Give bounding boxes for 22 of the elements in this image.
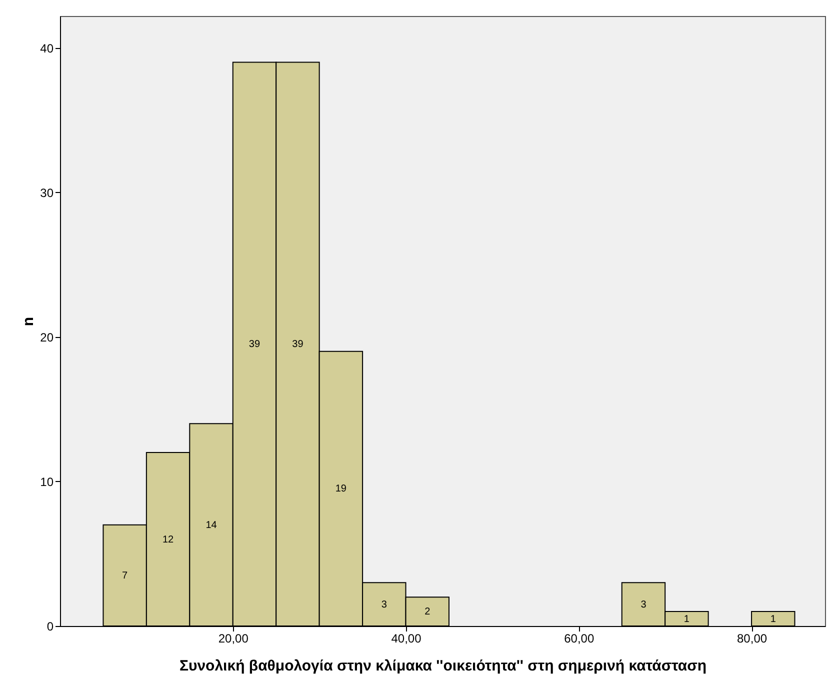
data-label: 3 xyxy=(640,599,647,610)
y-tick-label: 10 xyxy=(40,474,54,489)
data-label: 39 xyxy=(248,339,260,350)
y-tick-label: 40 xyxy=(40,41,54,56)
x-tick-label: 80,00 xyxy=(737,632,768,646)
data-label: 39 xyxy=(292,339,304,350)
y-tick-label: 20 xyxy=(40,330,54,344)
data-label: 1 xyxy=(770,614,776,625)
x-axis-title: Συνολική βαθμολογία στην κλίμακα ''οικειότητα'' στη σημερινή κατάσταση xyxy=(179,658,707,674)
y-tick-label: 0 xyxy=(46,620,54,634)
x-tick-label: 60,00 xyxy=(564,632,594,646)
x-tick-label: 20,00 xyxy=(218,632,249,646)
data-label: 7 xyxy=(122,570,128,582)
data-label: 19 xyxy=(335,484,347,495)
data-label: 1 xyxy=(684,614,690,625)
y-axis-title: n xyxy=(20,316,38,326)
data-label: 2 xyxy=(424,606,431,618)
x-tick-label: 40,00 xyxy=(391,632,422,646)
data-label: 3 xyxy=(381,599,388,610)
data-label: 14 xyxy=(206,520,218,531)
y-tick-label: 30 xyxy=(40,186,54,200)
data-label: 12 xyxy=(162,534,174,546)
